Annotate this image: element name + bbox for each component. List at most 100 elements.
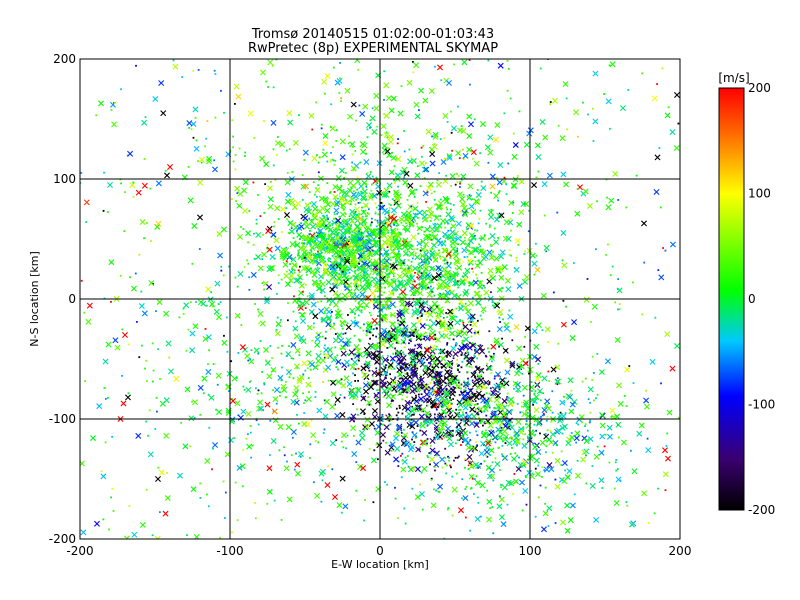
data-point-dot: [447, 507, 450, 509]
data-point-cross: [434, 226, 441, 233]
data-point-cross: [569, 401, 576, 408]
data-point-cross: [489, 467, 496, 474]
data-point-cross: [236, 202, 243, 209]
data-point-dot: [266, 502, 269, 505]
data-point-dot: [490, 245, 493, 248]
data-point-cross: [318, 308, 325, 315]
data-point-cross: [432, 131, 439, 138]
data-point-dot: [416, 272, 419, 275]
data-point-dot: [281, 366, 283, 369]
data-point-cross: [480, 249, 487, 256]
data-point-dot: [451, 375, 453, 378]
data-point-cross: [237, 414, 244, 421]
data-point-cross: [470, 445, 477, 452]
data-point-dot: [272, 86, 275, 89]
data-point-dot: [539, 391, 542, 394]
data-point-dot: [314, 260, 317, 262]
data-point-dot: [138, 356, 141, 359]
data-point-dot: [475, 403, 478, 406]
data-point-dot: [397, 250, 400, 253]
data-point-dot: [304, 259, 307, 262]
data-point-dot: [467, 468, 470, 471]
data-point-cross: [436, 415, 443, 422]
data-point-dot: [403, 130, 405, 132]
data-point-dot: [343, 231, 346, 234]
data-point-dot: [483, 410, 486, 413]
data-point-dot: [406, 372, 409, 374]
data-point-cross: [431, 300, 438, 307]
data-point-dot: [489, 415, 492, 418]
data-point-cross: [384, 148, 391, 155]
data-point-dot: [463, 389, 466, 391]
data-point-cross: [386, 152, 393, 159]
data-point-dot: [485, 414, 488, 417]
data-point-dot: [404, 294, 407, 296]
data-point-cross: [480, 306, 487, 313]
data-point-cross: [407, 204, 414, 210]
data-point-cross: [301, 265, 308, 272]
data-point-dot: [280, 519, 283, 521]
data-point-dot: [368, 311, 371, 314]
data-point-dot: [576, 459, 579, 462]
data-point-dot: [215, 408, 218, 411]
data-point-dot: [355, 321, 358, 324]
data-point-dot: [343, 285, 346, 287]
data-point-dot: [492, 356, 495, 359]
data-point-dot: [389, 373, 392, 376]
data-point-dot: [192, 70, 195, 72]
data-point-dot: [425, 324, 427, 327]
data-point-cross: [475, 384, 482, 391]
data-point-dot: [277, 274, 280, 277]
data-point-dot: [377, 272, 380, 275]
data-point-dot: [524, 250, 526, 253]
data-point-dot: [304, 283, 307, 286]
data-point-dot: [498, 191, 500, 194]
data-point-dot: [394, 280, 397, 283]
data-point-dot: [470, 388, 473, 391]
data-point-cross: [386, 241, 393, 248]
data-point-dot: [401, 412, 404, 415]
data-point-dot: [512, 212, 514, 214]
data-point-dot: [416, 165, 419, 168]
data-point-cross: [499, 249, 506, 256]
data-point-dot: [476, 357, 479, 360]
data-point-cross: [404, 415, 411, 422]
data-point-dot: [450, 185, 452, 187]
data-point-dot: [356, 193, 359, 195]
data-point-dot: [335, 317, 338, 320]
data-point-dot: [127, 343, 130, 346]
data-point-dot: [193, 416, 196, 419]
data-point-dot: [426, 191, 429, 194]
data-point-cross: [349, 251, 356, 258]
data-point-dot: [433, 198, 436, 201]
data-point-dot: [449, 261, 452, 264]
data-point-cross: [437, 200, 444, 207]
data-point-dot: [449, 291, 452, 294]
data-point-cross: [427, 390, 434, 397]
data-point-cross: [363, 351, 369, 358]
data-point-dot: [528, 209, 531, 212]
data-point-dot: [411, 245, 414, 248]
data-point-cross: [320, 235, 327, 242]
data-point-cross: [397, 110, 404, 117]
data-point-dot: [334, 159, 337, 162]
data-point-cross: [156, 299, 163, 306]
data-point-dot: [352, 274, 355, 277]
data-point-dot: [230, 360, 233, 363]
data-point-dot: [389, 269, 392, 272]
data-point-cross: [535, 449, 542, 456]
data-point-cross: [221, 226, 227, 233]
data-point-dot: [452, 204, 455, 206]
data-point-dot: [450, 312, 452, 315]
data-point-dot: [385, 253, 388, 256]
data-point-dot: [368, 237, 371, 240]
data-point-dot: [436, 179, 439, 182]
data-point-dot: [460, 419, 463, 422]
data-point-dot: [270, 180, 272, 183]
data-point-cross: [429, 151, 436, 158]
data-point-dot: [482, 311, 485, 314]
data-point-cross: [308, 112, 315, 119]
data-point-dot: [431, 366, 434, 368]
data-point-cross: [383, 82, 390, 89]
data-point-cross: [255, 254, 262, 261]
